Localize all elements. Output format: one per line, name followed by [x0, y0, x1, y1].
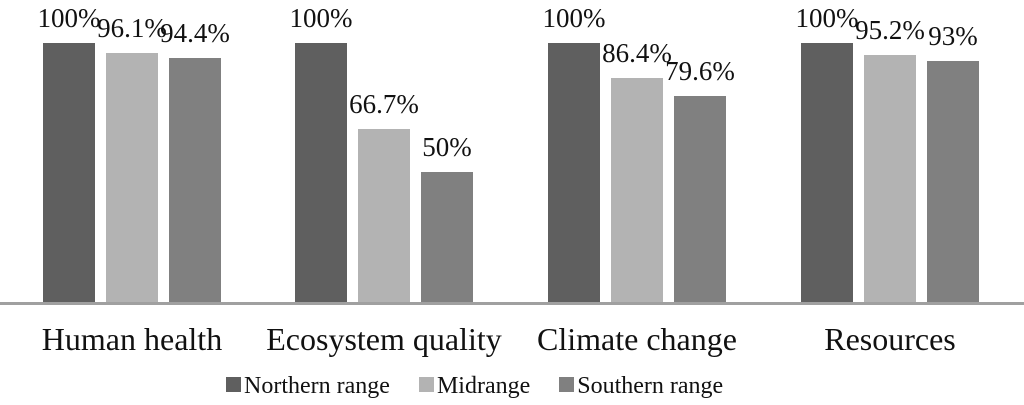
- legend-label: Midrange: [436, 373, 531, 399]
- legend-item: Northern range: [226, 374, 390, 398]
- legend-label: Northern range: [244, 373, 390, 399]
- legend-swatch-icon: [226, 377, 241, 392]
- bar-value-label: 93%: [928, 21, 978, 51]
- bar: [674, 96, 726, 302]
- bar-value-label: 100%: [795, 3, 859, 33]
- bar: [864, 55, 916, 302]
- bar: [421, 172, 473, 302]
- legend-item: Southern range: [559, 374, 723, 398]
- bar: [611, 78, 663, 302]
- x-axis-line: [0, 302, 1024, 305]
- legend-swatch-icon: [559, 377, 575, 392]
- bar-value-label: 79.6%: [665, 56, 735, 86]
- bar: [548, 43, 600, 302]
- chart-legend: Northern range Midrange Southern range: [226, 374, 723, 398]
- bar: [801, 43, 853, 302]
- bar: [169, 58, 221, 302]
- bar: [106, 53, 158, 302]
- legend-item: Midrange: [418, 373, 531, 399]
- bar: [43, 43, 95, 302]
- bar-value-label: 94.4%: [160, 18, 230, 48]
- category-label: Climate change: [537, 321, 737, 357]
- legend-swatch-icon: [418, 377, 434, 392]
- bar: [927, 61, 979, 302]
- bar-value-label: 50%: [422, 132, 472, 162]
- bar: [358, 129, 410, 302]
- category-label: Resources: [824, 321, 956, 357]
- bar-value-label: 100%: [37, 3, 101, 33]
- bar-value-label: 95.2%: [855, 15, 925, 45]
- bar-value-label: 86.4%: [602, 38, 672, 68]
- bar-value-label: 66.7%: [349, 89, 419, 119]
- category-label: Human health: [41, 321, 223, 357]
- category-label: Ecosystem quality: [266, 321, 502, 357]
- bar-value-label: 96.1%: [97, 13, 167, 43]
- bar-value-label: 100%: [542, 3, 606, 33]
- bar-chart-plot-area: 100% 96.1% 94.4% 100% 66.7% 50% 100% 86.4% 79.6%…: [37, 3, 979, 302]
- legend-label: Southern range: [577, 373, 724, 399]
- bar-value-label: 100%: [289, 3, 353, 33]
- bar: [295, 43, 347, 302]
